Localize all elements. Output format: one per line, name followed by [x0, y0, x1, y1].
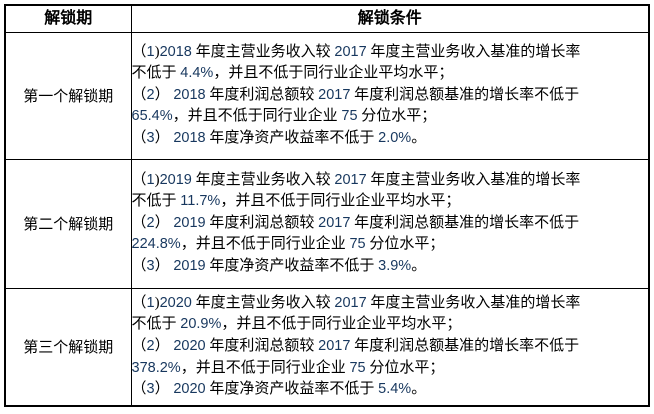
table-row: 第一个解锁期 （1)2018 年度主营业务收入较 2017 年度主营业务收入基准的…	[4, 31, 650, 160]
numeric-value: 2020	[159, 294, 192, 311]
numeric-value: 2018	[173, 129, 206, 146]
condition-item: （1)2018 年度主营业务收入较 2017 年度主营业务收入基准的增长率 不低…	[131, 43, 581, 82]
condition-item: （3） 2020 年度净资产收益率不低于 5.4%。	[131, 381, 427, 398]
numeric-value: 1	[146, 294, 155, 311]
condition-item: （1)2019 年度主营业务收入较 2017 年度主营业务收入基准的增长率 不低…	[131, 171, 581, 210]
numeric-value: 378.2%	[131, 359, 181, 376]
condition-item: （2） 2020 年度利润总额较 2017 年度利润总额基准的增长率不低于 37…	[131, 337, 580, 376]
numeric-value: 4.4%	[180, 65, 214, 82]
condition-item: （3） 2018 年度净资产收益率不低于 2.0%。	[131, 129, 427, 146]
numeric-value: 3	[146, 129, 155, 146]
numeric-value: 2018	[159, 43, 192, 60]
numeric-value: 20.9%	[180, 316, 222, 333]
numeric-value: 2.0%	[378, 129, 412, 146]
unlock-conditions-table: 解锁期 解锁条件 第一个解锁期 （1)2018 年度主营业务收入较 2017 年度…	[4, 4, 650, 407]
numeric-value: 2018	[173, 86, 206, 103]
numeric-value: 3	[146, 381, 155, 398]
numeric-value: 2017	[334, 43, 367, 60]
condition-item: （3） 2019 年度净资产收益率不低于 3.9%。	[131, 257, 427, 274]
numeric-value: 75	[341, 108, 358, 125]
unlock-conditions-cell: （1)2020 年度主营业务收入较 2017 年度主营业务收入基准的增长率 不低…	[130, 287, 650, 407]
numeric-value: 2017	[318, 337, 351, 354]
unlock-period-cell: 第一个解锁期	[4, 31, 132, 160]
numeric-value: 2019	[159, 171, 192, 188]
numeric-value: 3.9%	[378, 257, 412, 274]
numeric-value: 11.7%	[180, 193, 221, 210]
numeric-value: 2017	[318, 86, 351, 103]
numeric-value: 2017	[318, 214, 351, 231]
numeric-value: 3	[146, 257, 155, 274]
unlock-period-cell: 第二个解锁期	[4, 158, 132, 289]
numeric-value: 2	[146, 214, 155, 231]
column-header-unlock-period: 解锁期	[4, 4, 132, 33]
numeric-value: 2017	[334, 294, 367, 311]
numeric-value: 2019	[173, 257, 206, 274]
column-header-unlock-conditions: 解锁条件	[130, 4, 650, 33]
unlock-conditions-cell: （1)2018 年度主营业务收入较 2017 年度主营业务收入基准的增长率 不低…	[130, 31, 650, 160]
numeric-value: 2020	[173, 381, 206, 398]
numeric-value: 2	[146, 86, 155, 103]
unlock-conditions-cell: （1)2019 年度主营业务收入较 2017 年度主营业务收入基准的增长率 不低…	[130, 158, 650, 289]
table-header-row: 解锁期 解锁条件	[4, 4, 650, 33]
numeric-value: 224.8%	[131, 236, 181, 253]
table-row: 第三个解锁期 （1)2020 年度主营业务收入较 2017 年度主营业务收入基准的…	[4, 287, 650, 407]
numeric-value: 2	[146, 337, 155, 354]
table-row: 第二个解锁期 （1)2019 年度主营业务收入较 2017 年度主营业务收入基准的…	[4, 158, 650, 289]
condition-item: （2） 2018 年度利润总额较 2017 年度利润总额基准的增长率不低于 65…	[131, 86, 580, 125]
numeric-value: 75	[349, 359, 366, 376]
numeric-value: 2020	[173, 337, 206, 354]
numeric-value: 5.4%	[378, 381, 412, 398]
numeric-value: 75	[349, 236, 366, 253]
unlock-period-cell: 第三个解锁期	[4, 287, 132, 407]
condition-item: （1)2020 年度主营业务收入较 2017 年度主营业务收入基准的增长率 不低…	[131, 294, 581, 333]
numeric-value: 2017	[334, 171, 367, 188]
numeric-value: 2019	[173, 214, 206, 231]
numeric-value: 1	[146, 171, 155, 188]
condition-item: （2） 2019 年度利润总额较 2017 年度利润总额基准的增长率不低于 22…	[131, 214, 580, 253]
numeric-value: 65.4%	[131, 108, 173, 125]
unlock-table-body: 第一个解锁期 （1)2018 年度主营业务收入较 2017 年度主营业务收入基准的…	[4, 31, 650, 407]
numeric-value: 1	[146, 43, 155, 60]
